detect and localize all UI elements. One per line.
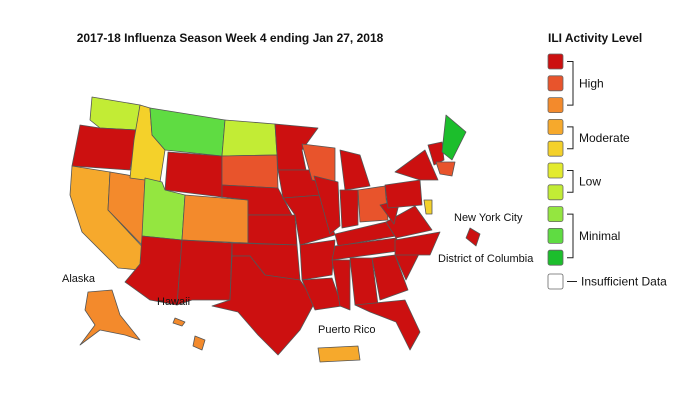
legend-bracket: [567, 170, 574, 193]
state: [172, 317, 186, 327]
legend-bracket: [567, 126, 574, 150]
state: [221, 119, 278, 157]
legend-label: Low: [579, 174, 601, 188]
state: [181, 194, 249, 244]
legend-label: Moderate: [579, 131, 630, 145]
map-label: Alaska: [62, 273, 96, 285]
legend-bracket: [567, 61, 574, 106]
state: [384, 179, 423, 209]
state: [313, 175, 341, 235]
state: [357, 185, 389, 223]
state: [164, 151, 223, 198]
legend-label: High: [579, 76, 604, 90]
state: [79, 289, 141, 346]
legend-label: Minimal: [579, 229, 620, 243]
state: [149, 107, 226, 157]
legend-swatch: [547, 140, 564, 157]
state: [299, 239, 336, 281]
legend-label: Insufficient Data: [581, 275, 667, 289]
state: [423, 199, 433, 215]
states: [69, 96, 481, 363]
state: [221, 154, 279, 189]
state: [176, 239, 233, 306]
legend-swatch: [547, 53, 564, 70]
map-label: District of Columbia: [438, 253, 534, 265]
state: [71, 124, 138, 171]
legend-swatch: [547, 273, 564, 290]
legend-swatch: [547, 162, 564, 179]
legend-bracket: [567, 213, 574, 259]
state: [211, 255, 316, 356]
state: [441, 114, 467, 161]
state: [465, 227, 481, 247]
state: [339, 189, 359, 229]
state: [427, 141, 445, 166]
legend-title: ILI Activity Level: [548, 31, 642, 45]
legend-swatch: [547, 75, 564, 92]
legend-swatch: [547, 184, 564, 201]
state: [394, 231, 441, 256]
state: [385, 205, 433, 239]
state: [354, 299, 421, 351]
legend-swatch: [547, 206, 564, 223]
map-label: New York City: [454, 212, 523, 224]
map-label: Puerto Rico: [318, 324, 375, 336]
legend: High Moderate Low Minimal Insufficient Data: [547, 53, 667, 290]
state: [317, 345, 361, 363]
state: [282, 194, 336, 246]
title: 2017-18 Influenza Season Week 4 ending J…: [77, 31, 384, 45]
legend-swatch: [547, 97, 564, 113]
state: [435, 161, 456, 177]
legend-swatch: [547, 249, 564, 266]
state: [394, 149, 439, 181]
state: [89, 96, 141, 131]
state: [339, 149, 371, 191]
state: [192, 335, 206, 351]
state: [274, 123, 319, 171]
state: [371, 254, 409, 301]
legend-swatch: [547, 227, 564, 244]
map-label: Hawaii: [157, 296, 190, 308]
state: [247, 214, 298, 246]
state: [331, 259, 351, 311]
legend-swatch: [547, 119, 564, 135]
